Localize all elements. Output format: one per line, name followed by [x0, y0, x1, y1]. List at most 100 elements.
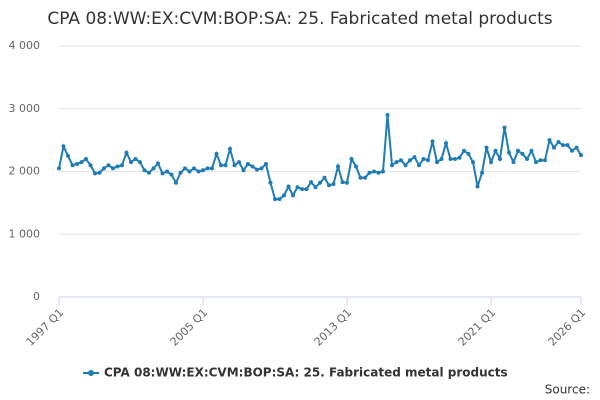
data-point	[502, 125, 507, 130]
data-point	[129, 160, 133, 165]
data-point	[210, 166, 214, 171]
data-point	[475, 184, 480, 189]
source-label: Source:	[545, 383, 590, 397]
chart-title: CPA 08:WW:EX:CVM:BOP:SA: 25. Fabricated …	[47, 9, 552, 29]
data-point	[214, 151, 219, 156]
data-point	[120, 163, 124, 168]
data-point	[115, 164, 120, 169]
data-point	[471, 160, 475, 165]
data-point	[430, 139, 435, 144]
data-point	[525, 156, 529, 161]
data-point	[241, 168, 246, 173]
data-point	[133, 156, 138, 161]
data-point	[66, 153, 70, 158]
data-point	[291, 193, 295, 198]
legend-label: CPA 08:WW:EX:CVM:BOP:SA: 25. Fabricated …	[104, 366, 508, 380]
data-point	[534, 160, 538, 165]
data-point	[79, 160, 84, 165]
data-point	[111, 166, 115, 171]
data-point	[336, 164, 340, 169]
data-point	[223, 163, 228, 168]
data-point	[349, 156, 354, 161]
data-point	[286, 184, 291, 189]
data-point	[75, 161, 79, 166]
x-tick-label: 2013 Q1	[312, 306, 355, 349]
data-point	[61, 144, 66, 149]
data-point	[516, 148, 520, 153]
data-point	[484, 145, 489, 150]
data-point	[381, 169, 385, 174]
data-point	[556, 140, 561, 145]
data-point	[318, 180, 322, 185]
data-point	[493, 148, 498, 153]
data-point	[372, 169, 376, 174]
data-point	[340, 180, 345, 185]
data-point	[421, 156, 426, 161]
data-point	[358, 175, 363, 180]
data-point	[543, 158, 547, 163]
data-point	[295, 185, 300, 190]
data-point	[399, 158, 403, 163]
data-point	[444, 141, 448, 146]
data-point	[426, 158, 430, 163]
data-point	[187, 169, 192, 174]
data-point	[417, 163, 421, 168]
data-point	[124, 150, 129, 155]
data-point	[282, 193, 286, 198]
y-tick-label: 2 000	[9, 165, 41, 178]
data-point	[322, 175, 327, 180]
data-point	[183, 166, 187, 171]
data-point	[151, 166, 156, 171]
data-point	[561, 143, 565, 148]
data-point	[466, 151, 471, 156]
data-point	[547, 138, 552, 143]
data-point	[106, 163, 111, 168]
data-point	[250, 164, 255, 169]
data-point	[327, 183, 331, 188]
data-point	[538, 158, 543, 163]
data-point	[304, 187, 309, 192]
data-point	[196, 169, 201, 174]
data-point	[579, 153, 583, 158]
data-point	[412, 155, 417, 160]
data-point	[246, 161, 250, 166]
data-point	[138, 160, 142, 165]
data-point	[273, 197, 277, 202]
data-point	[367, 170, 372, 175]
data-point	[70, 163, 75, 168]
data-point	[552, 145, 556, 150]
data-point	[88, 163, 93, 168]
data-point	[201, 168, 205, 173]
data-point	[205, 166, 210, 171]
data-point	[268, 180, 273, 185]
data-point	[57, 166, 61, 171]
data-point	[507, 150, 511, 155]
data-point	[165, 169, 169, 174]
data-point	[570, 148, 574, 153]
data-point	[394, 160, 399, 165]
data-point	[462, 148, 466, 153]
data-point	[403, 163, 408, 168]
data-point	[480, 170, 484, 175]
data-point	[453, 156, 457, 161]
data-point	[435, 160, 439, 165]
data-point	[84, 156, 88, 161]
data-point	[565, 143, 570, 148]
data-point	[385, 113, 390, 118]
data-point	[390, 163, 394, 168]
data-point	[457, 155, 462, 160]
data-point	[529, 148, 534, 153]
data-point	[574, 145, 579, 150]
data-point	[363, 175, 367, 180]
data-point	[264, 161, 268, 166]
y-tick-label: 1 000	[9, 227, 41, 240]
data-point	[232, 163, 237, 168]
data-point	[489, 160, 493, 165]
data-point	[439, 156, 444, 161]
y-tick-label: 4 000	[9, 39, 41, 52]
data-point	[448, 156, 453, 161]
data-point	[300, 187, 304, 192]
x-tick-label: 2021 Q1	[456, 306, 499, 349]
x-tick-label: 1997 Q1	[24, 306, 67, 349]
